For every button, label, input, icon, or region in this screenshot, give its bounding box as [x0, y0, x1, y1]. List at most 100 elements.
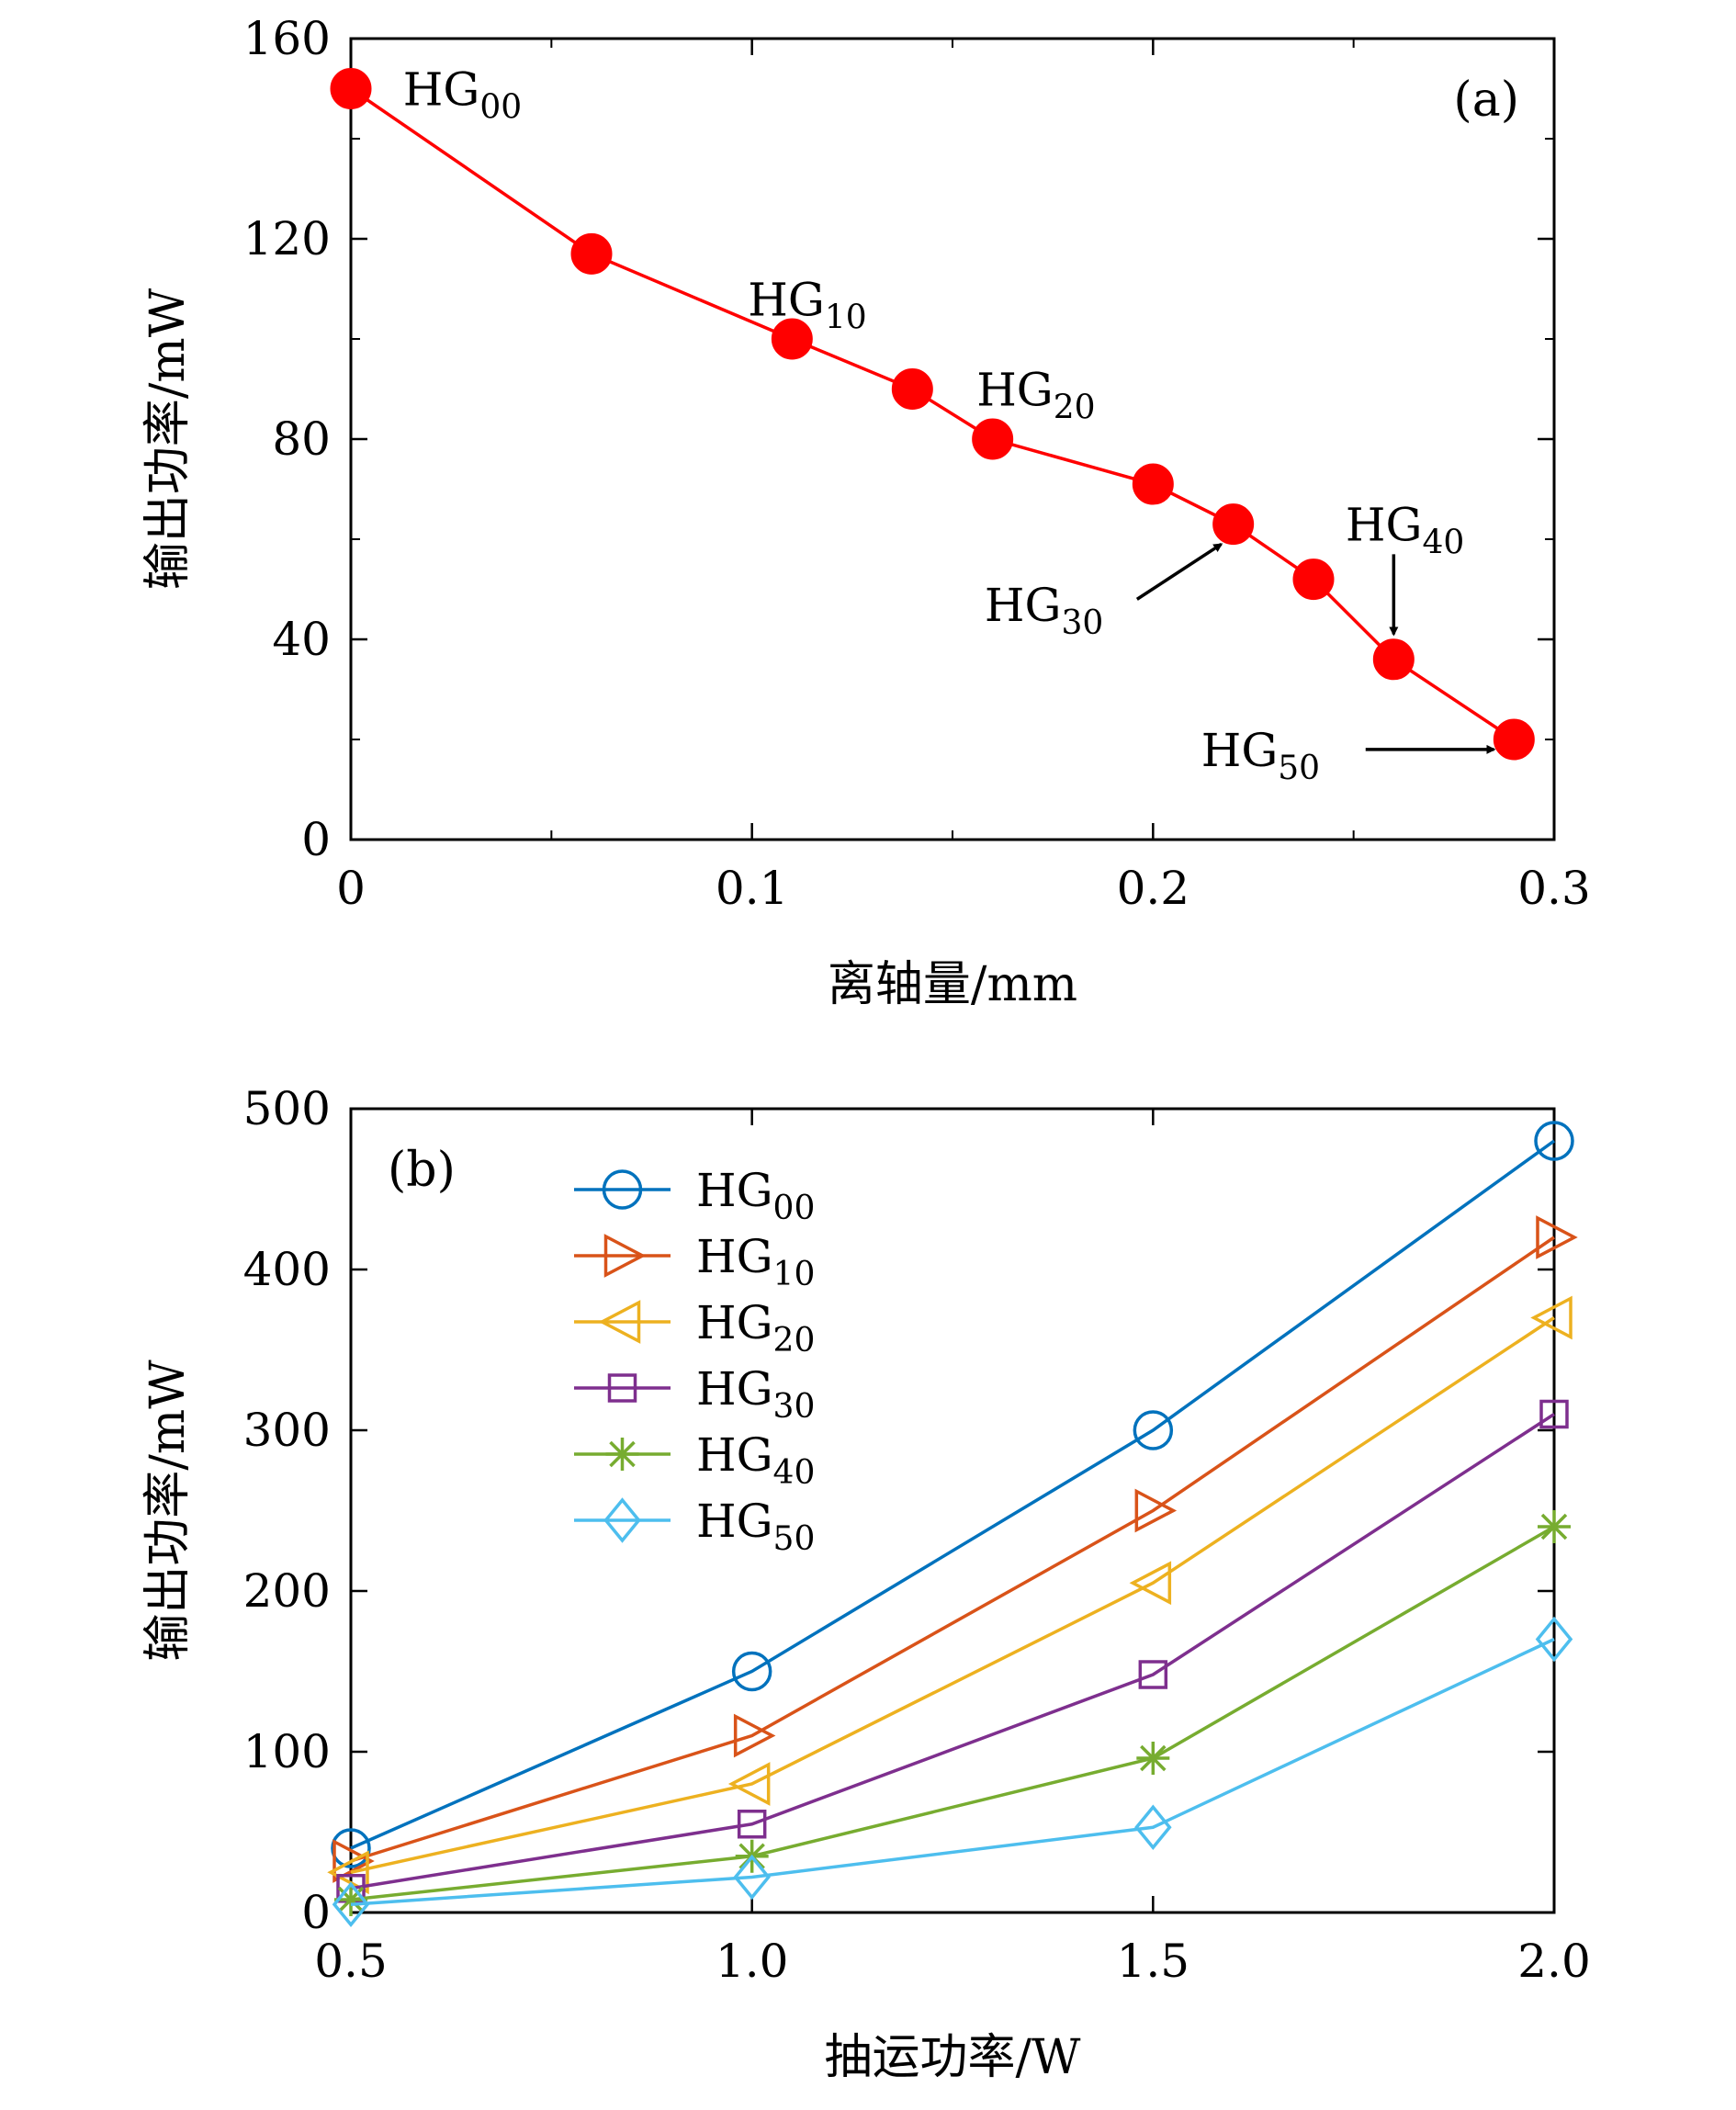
panel-a-y-tick-label: 120 — [243, 212, 331, 265]
panel-b-plot-frame — [349, 1107, 1556, 1914]
panel-a-annotation-50-label-base: HG — [1201, 724, 1279, 777]
panel-b-legend-item-HG10: HG10 — [574, 1230, 815, 1293]
panel-b-legend-marker-HG20 — [598, 1300, 641, 1344]
panel-a-data-point — [771, 318, 813, 360]
panel-b-x-tick-label: 1.5 — [1117, 1935, 1190, 1988]
panel-b-tag: (b) — [388, 1143, 456, 1198]
panel-b-y-tick-label: 100 — [243, 1725, 331, 1778]
panel-a-y-axis-title: 输出功率/mW — [141, 288, 196, 590]
panel-b-series-HG40 — [334, 1510, 1571, 1916]
panel-a-annotation-10-label-subscript: 10 — [825, 299, 867, 336]
panel-a-data-point — [1292, 559, 1335, 601]
panel-b-legend-marker-HG00 — [602, 1169, 643, 1210]
panel-b-x-tick-label: 2.0 — [1517, 1935, 1591, 1988]
panel-b-data-point-HG20 — [1129, 1561, 1172, 1606]
panel-a-x-tick-label: 0.1 — [716, 862, 789, 915]
panel-a-x-tick-label: 0.3 — [1517, 862, 1591, 915]
panel-b-data-point-HG00 — [331, 1828, 371, 1868]
panel-a-data-point — [330, 68, 372, 109]
panel-a-series-line — [350, 87, 1516, 741]
panel-b-data-point-HG20 — [1530, 1295, 1573, 1340]
panel-b-legend-text-HG30-label: HG30 — [696, 1362, 815, 1426]
panel-b-legend-text-HG30-label-base: HG — [696, 1362, 773, 1416]
panel-a-annotation-arrow-30 — [1135, 542, 1223, 601]
panel-b-series-HG50 — [332, 1616, 1573, 1928]
panel-a-annotation-00-label-base: HG — [403, 63, 480, 117]
panel-a-data-point — [1212, 503, 1255, 546]
panel-b-data-point-HG50 — [332, 1881, 370, 1928]
panel-a-annotation-20-label: HG20 — [976, 364, 1095, 427]
panel-a-annotation-00-label: HG00 — [403, 63, 522, 127]
panel-b-data-point-HG40 — [1136, 1742, 1170, 1775]
panel-a-data-point — [972, 418, 1014, 460]
panel-a-annotation-10-label-base: HG — [748, 273, 825, 326]
panel-a-data-point — [1493, 718, 1535, 761]
panel-b-data-point-HG40-stroke — [1140, 1744, 1167, 1772]
panel-b-legend-text-HG00-label: HG00 — [696, 1164, 815, 1227]
panel-b-y-tick-label: 200 — [243, 1564, 331, 1618]
panel-a-data-point — [1132, 463, 1174, 505]
panel-a-annotation-50-label-subscript: 50 — [1278, 750, 1320, 787]
panel-b-data-point-HG30 — [1138, 1660, 1168, 1689]
panel-a-chart: 0 0.1 0.2 0.304080120160离轴量/mm输出功率/mW(a)HG0… — [141, 12, 1591, 1012]
panel-a-y-tick-label: 0 — [301, 813, 331, 866]
panel-b-y-tick-label: 300 — [243, 1404, 331, 1457]
panel-b-legend-item-HG30: HG30 — [574, 1362, 815, 1426]
panel-b-series-line-HG50 — [350, 1637, 1555, 1906]
panel-b-y-tick-label: 400 — [243, 1243, 331, 1296]
panel-b-data-point-HG10 — [733, 1713, 776, 1758]
panel-b-data-point-HG40 — [1538, 1510, 1571, 1543]
panel-a-data-point — [570, 232, 613, 275]
panel-b-data-point-HG30 — [737, 1810, 767, 1839]
panel-a-y-tick-label: 40 — [272, 613, 331, 666]
panel-b-data-point-HG50 — [1134, 1804, 1172, 1851]
panel-a-x-tick-label: 0 — [336, 862, 366, 915]
panel-b-legend-item-HG20: HG20 — [574, 1296, 815, 1360]
panel-b-legend-text-HG50-label-base: HG — [696, 1495, 773, 1548]
panel-b-legend-item-HG40: HG40 — [574, 1428, 815, 1492]
panel-b-data-point-HG10 — [1536, 1215, 1578, 1259]
panel-b-legend-text-HG40-label-base: HG — [696, 1428, 773, 1482]
panel-a-annotation-10-label: HG10 — [748, 273, 866, 336]
panel-b-legend-text-HG10-label: HG10 — [696, 1230, 815, 1293]
panel-a-tag: (a) — [1453, 73, 1519, 128]
panel-a-x-tick-label: 0.2 — [1117, 862, 1190, 915]
panel-a-annotation-40-label-subscript: 40 — [1422, 525, 1464, 562]
panel-b-data-point-HG20 — [727, 1762, 771, 1806]
panel-b-legend-marker-HG40 — [605, 1438, 639, 1471]
panel-b-data-point-HG50 — [1535, 1616, 1573, 1663]
panel-b-legend-text-HG10-label-base: HG — [696, 1230, 773, 1283]
panel-b-data-point-HG00 — [731, 1651, 772, 1692]
panel-a-annotation-50-label: HG50 — [1201, 724, 1320, 787]
panel-a-x-axis-title: 离轴量/mm — [828, 957, 1077, 1012]
panel-b-series-line-HG00 — [350, 1139, 1556, 1850]
panel-b-data-point-HG00 — [1133, 1410, 1174, 1450]
panel-b-legend-marker-HG40-stroke — [609, 1440, 636, 1468]
panel-b-legend-marker-HG10 — [603, 1234, 647, 1278]
panel-b-data-point-HG50 — [733, 1854, 771, 1901]
panel-a-annotation-20-label-base: HG — [976, 364, 1054, 417]
panel-a-data-point — [891, 368, 933, 410]
panel-a-y-tick-label: 80 — [272, 412, 331, 466]
panel-b-legend-text-HG10-label-subscript: 10 — [773, 1256, 816, 1293]
panel-b-legend-text-HG50-label-subscript: 50 — [773, 1520, 816, 1558]
panel-b-data-point-HG10 — [1134, 1488, 1178, 1533]
panel-b-series-HG30 — [336, 1399, 1569, 1903]
panel-b-series-line-HG30 — [350, 1413, 1555, 1890]
panel-b-y-tick-label: 0 — [301, 1886, 331, 1939]
panel-a-annotation-40-label-base: HG — [1346, 499, 1423, 552]
panel-b-legend-item-HG50: HG50 — [574, 1495, 815, 1558]
panel-b-legend-text-HG40-label-subscript: 40 — [773, 1454, 816, 1492]
panel-b-data-point-HG30 — [1539, 1399, 1569, 1429]
panel-a-annotation-30-label-base: HG — [985, 579, 1062, 632]
panel-b-chart: 0.5 1.0 1.5 2.0 0 100 200 300 400 500 抽运功率/W 输出功率/m… — [141, 1082, 1591, 2085]
panel-b-y-axis-title: 输出功率/mW — [141, 1360, 196, 1662]
panel-b-legend-text-HG50-label: HG50 — [696, 1495, 815, 1558]
panel-b-legend-text-HG00-label-subscript: 00 — [773, 1190, 816, 1227]
panel-b-series-line-HG40 — [350, 1525, 1555, 1901]
panel-b-x-tick-label: 1.0 — [716, 1935, 789, 1988]
panel-b-legend-text-HG20-label-base: HG — [696, 1296, 773, 1349]
panel-b-legend-text-HG30-label-subscript: 30 — [773, 1388, 816, 1426]
